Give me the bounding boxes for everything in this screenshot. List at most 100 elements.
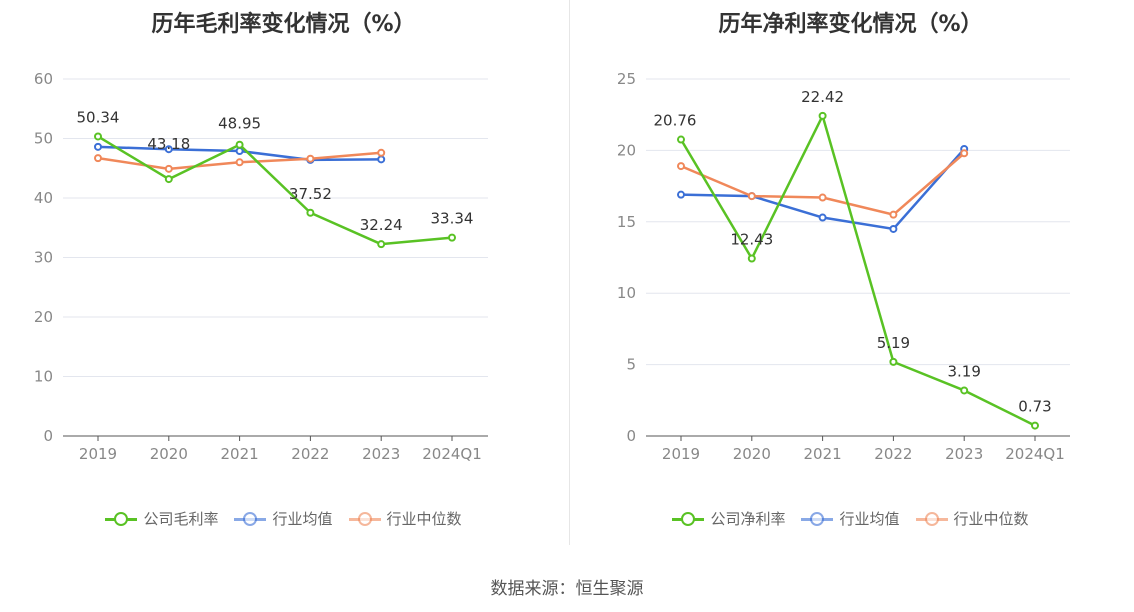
legend-marker [810, 511, 825, 526]
data-point [448, 233, 456, 242]
data-point [960, 386, 969, 395]
data-label: 3.19 [947, 362, 980, 380]
x-tick-label: 2019 [662, 445, 700, 463]
series-company [677, 111, 1039, 430]
chart-title: 历年净利率变化情况（%） [718, 12, 983, 37]
y-tick-label: 5 [626, 356, 636, 374]
data-point [94, 142, 102, 151]
data-point [747, 254, 756, 263]
x-tick-label: 2022 [874, 445, 912, 463]
legend-label: 行业均值 [272, 510, 333, 528]
data-point [818, 193, 827, 202]
data-point [306, 208, 315, 217]
data-point [889, 224, 898, 233]
data-point [377, 240, 386, 249]
legend-label: 公司毛利率 [143, 510, 219, 528]
panel-divider [569, 0, 570, 545]
x-tick-label: 2024Q1 [422, 445, 482, 463]
series-line [680, 152, 966, 216]
data-point [889, 357, 898, 366]
net-margin-plot: 0 5 10 15 20 25 2019 2020 2021 2022 2023 2024Q1 20.7… [617, 70, 1070, 463]
data-point [164, 175, 173, 184]
data-label: 0.73 [1018, 398, 1051, 416]
data-label: 5.19 [877, 334, 910, 352]
legend-swatch-icon [801, 511, 834, 526]
data-label: 33.34 [431, 210, 474, 228]
series-industry_avg [94, 142, 386, 164]
data-point [889, 210, 898, 219]
data-point [94, 154, 102, 163]
data-label: 20.76 [654, 112, 697, 130]
data-label: 50.34 [77, 108, 120, 126]
legend-item-industry_avg[interactable]: 行业均值 [801, 508, 900, 529]
legend-item-industry_median[interactable]: 行业中位数 [348, 508, 462, 529]
x-tick-label: 2022 [291, 445, 329, 463]
legend-swatch-icon [915, 511, 948, 526]
chart-legend: 公司净利率 行业均值 行业中位数 [567, 508, 1134, 529]
y-tick-label: 30 [34, 249, 53, 267]
y-tick-label: 20 [34, 308, 53, 326]
y-tick-label: 0 [626, 427, 636, 445]
y-tick-label: 15 [617, 213, 636, 231]
series-company [94, 132, 456, 249]
legend-label: 公司净利率 [710, 510, 786, 528]
series-industry_median [677, 149, 969, 219]
y-tick-label: 0 [43, 427, 53, 445]
data-label: 37.52 [289, 185, 332, 203]
data-label: 48.95 [218, 115, 261, 133]
x-tick-label: 2021 [804, 445, 842, 463]
legend-item-company[interactable]: 公司毛利率 [105, 508, 218, 529]
legend-item-industry_median[interactable]: 行业中位数 [915, 508, 1029, 529]
data-point [960, 149, 969, 158]
data-label: 32.24 [360, 216, 403, 234]
legend-swatch-icon [234, 511, 267, 526]
legend-marker [924, 511, 939, 526]
data-label: 43.18 [147, 135, 190, 153]
y-tick-label: 40 [34, 189, 53, 207]
data-point [235, 158, 244, 167]
legend-swatch-icon [348, 511, 381, 526]
y-tick-label: 60 [34, 70, 53, 88]
data-point [164, 145, 173, 154]
data-label: 22.42 [801, 88, 844, 106]
legend-marker [681, 511, 696, 526]
series-line [679, 114, 1036, 427]
x-tick-label: 2020 [733, 445, 771, 463]
data-point [306, 154, 315, 163]
data-label: 12.43 [730, 230, 773, 248]
data-point [1031, 421, 1039, 430]
data-point [94, 132, 102, 141]
gross-margin-chart: 历年毛利率变化情况（%） 0 10 20 30 40 50 60 2019 2020 2021 20… [0, 0, 567, 560]
legend-marker [357, 511, 372, 526]
net-margin-chart: 历年净利率变化情况（%） 0 5 10 15 20 25 2019 2020 2021 2022 2… [567, 0, 1134, 560]
x-tick-label: 2023 [945, 445, 983, 463]
x-tick-label: 2020 [150, 445, 188, 463]
legend-swatch-icon [105, 511, 138, 526]
legend-swatch-icon [672, 511, 705, 526]
data-point [818, 213, 827, 222]
legend-label: 行业中位数 [386, 510, 462, 528]
legend-item-industry_avg[interactable]: 行业均值 [234, 508, 333, 529]
legend-marker [114, 511, 129, 526]
data-point [677, 190, 685, 199]
x-tick-label: 2023 [362, 445, 400, 463]
x-tick-label: 2021 [221, 445, 259, 463]
series-line [97, 135, 453, 246]
y-tick-label: 20 [617, 141, 636, 159]
data-point [164, 164, 173, 173]
x-tick-label: 2019 [79, 445, 117, 463]
data-point [235, 140, 244, 149]
data-point [235, 146, 244, 155]
x-tick-label: 2024Q1 [1005, 445, 1065, 463]
gross-margin-plot: 0 10 20 30 40 50 60 2019 2020 2021 2022 2023 2024Q1 5… [34, 70, 488, 463]
legend-marker [243, 511, 258, 526]
data-point [747, 192, 756, 201]
data-point [818, 111, 827, 120]
legend-item-company[interactable]: 公司净利率 [672, 508, 785, 529]
data-source: 数据来源：恒生聚源 [490, 579, 644, 599]
legend-label: 行业均值 [839, 510, 900, 528]
y-tick-label: 10 [617, 284, 636, 302]
data-point [677, 135, 685, 144]
data-point [377, 155, 386, 164]
chart-title: 历年毛利率变化情况（%） [151, 12, 416, 37]
